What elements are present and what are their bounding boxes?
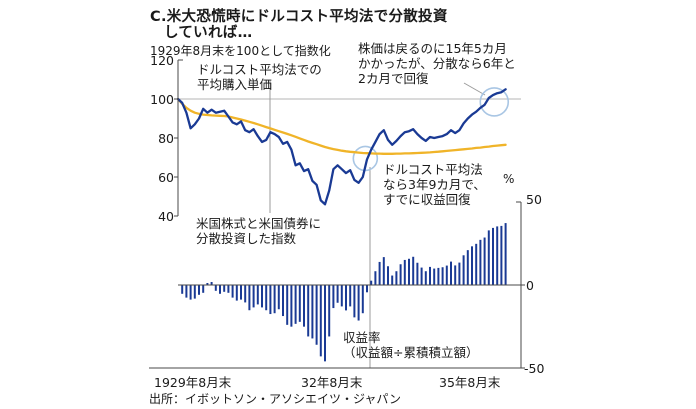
annotation-dca-recovery: ドルコスト平均法 なら3年9カ月で、 すでに収益回復	[383, 162, 486, 207]
x-axis-tick-1929: 1929年8月末	[154, 375, 232, 390]
annotation-dca-recovery-line2: なら3年9カ月で、	[383, 177, 486, 192]
annotation-dca-recovery-line1: ドルコスト平均法	[383, 162, 483, 177]
annotation-return-label: 収益率 （収益額÷累積積立額）	[343, 330, 478, 360]
left-axis-tick-100: 100	[150, 92, 174, 107]
annotation-recovery-line1: 株価は戻るのに15年5カ月	[358, 41, 507, 56]
index-base-note: 1929年8月末を100として指数化	[150, 44, 331, 58]
annotation-recovery-line2: かかったが、分散なら6年と	[358, 56, 516, 71]
annotation-index-label-line1: 米国株式と米国債券に	[196, 216, 322, 231]
annotation-avg-price: ドルコスト平均法での 平均購入単価	[197, 62, 322, 92]
x-axis-tick-1935: 35年8月末	[439, 375, 501, 390]
page-title-line2: していれば…	[164, 25, 253, 41]
left-axis-tick-120: 120	[150, 53, 174, 68]
page-title-line1: C.米大恐慌時にドルコスト平均法で分散投資	[150, 9, 448, 25]
left-axis-tick-80: 80	[158, 131, 174, 146]
right-axis-tick-m50: -50	[524, 361, 545, 376]
annotation-recovery: 株価は戻るのに15年5カ月 かかったが、分散なら6年と 2カ月で回復	[358, 41, 516, 86]
annotation-dca-recovery-line3: すでに収益回復	[383, 192, 471, 207]
annotation-avg-price-line1: ドルコスト平均法での	[197, 62, 322, 77]
annotation-avg-price-line2: 平均購入単価	[197, 77, 273, 92]
left-axis-tick-60: 60	[158, 170, 174, 185]
annotation-index-label-line2: 分散投資した指数	[196, 231, 297, 246]
right-axis-unit: %	[503, 172, 515, 186]
annotation-return-label-line2: （収益額÷累積積立額）	[343, 345, 479, 360]
annotation-index-label: 米国株式と米国債券に 分散投資した指数	[196, 216, 321, 246]
left-axis-tick-40: 40	[158, 209, 174, 224]
right-axis-tick-0: 0	[526, 278, 534, 293]
source-credit: 出所：イボットソン・アソシエイツ・ジャパン	[149, 392, 402, 406]
annotation-return-label-line1: 収益率	[343, 330, 381, 345]
right-axis-tick-50: 50	[526, 192, 542, 207]
annotation-recovery-line3: 2カ月で回復	[358, 71, 429, 86]
x-axis-tick-1932: 32年8月末	[301, 375, 363, 390]
